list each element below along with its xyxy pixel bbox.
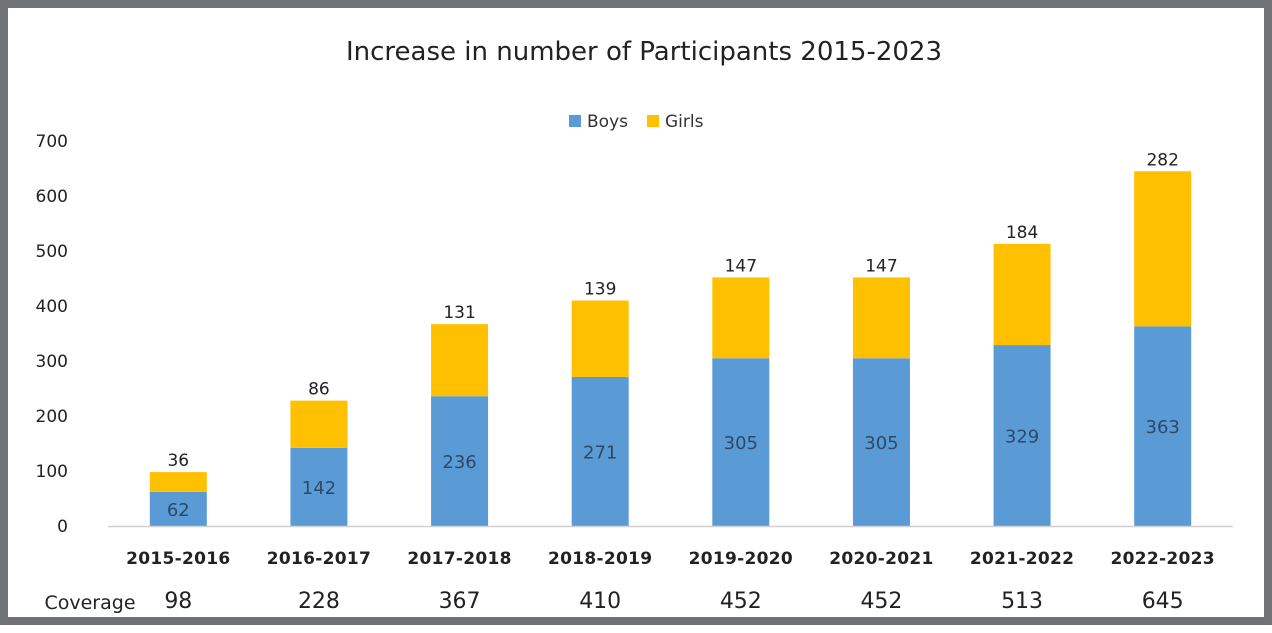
legend-label: Girls [665, 112, 704, 132]
bar-boys [712, 358, 770, 526]
x-tick-label: 2016-2017 [267, 549, 371, 569]
data-label-boys: 305 [864, 433, 898, 454]
y-tick-label: 200 [36, 407, 68, 427]
legend: Boys Girls [569, 112, 704, 132]
x-tick-label: 2021-2022 [970, 549, 1074, 569]
data-label-girls: 131 [443, 303, 475, 323]
x-tick-label: 2022-2023 [1110, 549, 1214, 569]
data-label-girls: 139 [584, 280, 616, 300]
y-tick-label: 600 [36, 187, 68, 207]
x-tick-label: 2020-2021 [829, 549, 933, 569]
y-tick-label: 400 [36, 297, 68, 317]
coverage-value: 645 [1142, 589, 1184, 614]
data-label-girls: 147 [725, 256, 757, 276]
coverage-value: 98 [164, 589, 192, 614]
y-axis: 0 100 200 300 400 500 600 700 [36, 132, 68, 537]
data-label-boys: 236 [442, 452, 476, 473]
data-label-girls: 147 [865, 256, 897, 276]
bar-boys [852, 358, 910, 526]
data-label-girls: 36 [167, 451, 189, 471]
bar-girls [852, 277, 910, 359]
coverage-label: Coverage [44, 592, 135, 614]
coverage-value: 367 [439, 589, 481, 614]
bar-girls [1134, 171, 1192, 327]
legend-label: Boys [587, 112, 628, 132]
bar-boys [993, 345, 1051, 526]
legend-swatch [569, 115, 581, 127]
coverage-value: 410 [579, 589, 621, 614]
data-label-girls: 86 [308, 380, 330, 400]
y-tick-label: 500 [36, 242, 68, 262]
coverage-value: 513 [1001, 589, 1043, 614]
x-tick-label: 2019-2020 [689, 549, 793, 569]
bar-boys [290, 447, 348, 526]
y-tick-label: 0 [57, 517, 68, 537]
coverage-value: 452 [720, 589, 762, 614]
bar-boys [571, 376, 629, 526]
x-tick-label: 2017-2018 [407, 549, 511, 569]
x-axis: 2015-2016 2016-2017 2017-2018 2018-2019 2019… [108, 525, 1233, 569]
y-tick-label: 700 [36, 132, 68, 152]
bar-girls [712, 277, 770, 359]
legend-swatch [647, 115, 659, 127]
bar-girls [149, 472, 207, 492]
bar-boys [149, 491, 207, 526]
bar-girls [290, 400, 348, 448]
data-label-girls: 282 [1146, 150, 1178, 170]
data-label-boys: 62 [167, 500, 190, 521]
bars: 62 36 142 86 236 131 271 139 305 147 305 147 329 184 3… [149, 150, 1192, 526]
bar-girls [571, 300, 629, 377]
chart-title: Increase in number of Participants 2015-… [346, 37, 942, 67]
coverage-value: 452 [860, 589, 902, 614]
coverage-value: 228 [298, 589, 340, 614]
data-label-boys: 142 [302, 478, 336, 499]
x-tick-label: 2018-2019 [548, 549, 652, 569]
bar-girls [993, 243, 1051, 346]
bar-boys [1134, 326, 1192, 526]
bar-girls [431, 324, 489, 397]
data-label-girls: 184 [1006, 223, 1038, 243]
data-label-boys: 305 [724, 433, 758, 454]
y-tick-label: 300 [36, 352, 68, 372]
participants-chart: Increase in number of Participants 2015-… [36, 37, 1233, 614]
coverage-row: Coverage 98 228 367 410 452 452 513 645 [44, 589, 1183, 614]
data-label-boys: 329 [1005, 427, 1039, 448]
data-label-boys: 271 [583, 442, 617, 463]
data-label-boys: 363 [1146, 417, 1180, 438]
bar-boys [431, 396, 489, 526]
x-tick-label: 2015-2016 [126, 549, 230, 569]
y-tick-label: 100 [36, 462, 68, 482]
